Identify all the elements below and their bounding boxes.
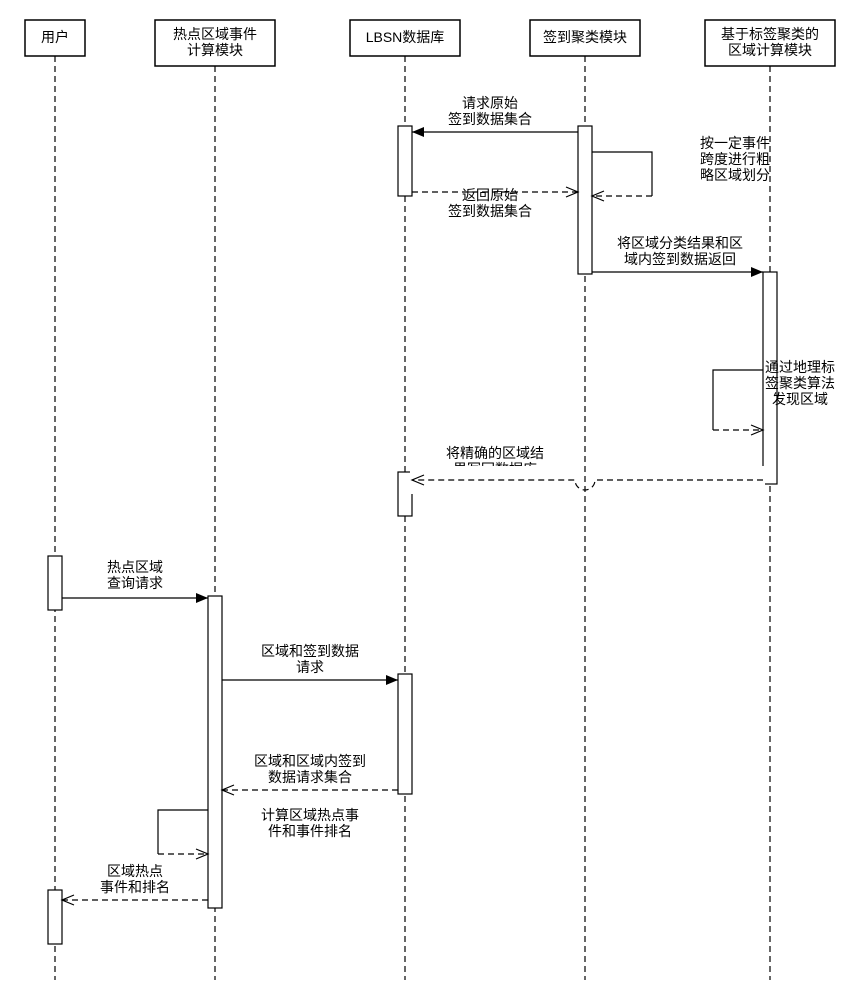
activation-lbsn — [398, 472, 412, 516]
activation-lbsn — [398, 674, 412, 794]
svg-text:区域和签到数据请求: 区域和签到数据请求 — [261, 643, 359, 675]
svg-text:返回原始签到数据集合: 返回原始签到数据集合 — [448, 187, 532, 219]
activation-user — [48, 556, 62, 610]
sequence-diagram: 用户热点区域事件计算模块LBSN数据库签到聚类模块基于标签聚类的区域计算模块请求… — [0, 0, 857, 1000]
svg-text:区域和区域内签到数据请求集合: 区域和区域内签到数据请求集合 — [254, 753, 366, 785]
svg-text:区域热点事件和排名: 区域热点事件和排名 — [100, 863, 170, 895]
svg-text:通过地理标签聚类算法发现区域: 通过地理标签聚类算法发现区域 — [765, 359, 835, 407]
svg-text:签到聚类模块: 签到聚类模块 — [543, 29, 627, 45]
svg-text:LBSN数据库: LBSN数据库 — [366, 29, 445, 45]
svg-text:用户: 用户 — [41, 29, 69, 45]
activation-hot — [208, 596, 222, 908]
svg-text:将区域分类结果和区域内签到数据返回: 将区域分类结果和区域内签到数据返回 — [617, 235, 743, 267]
activation-checkin — [578, 126, 592, 274]
activation-user — [48, 890, 62, 944]
activation-lbsn — [398, 126, 412, 196]
svg-text:计算区域热点事件和事件排名: 计算区域热点事件和事件排名 — [261, 807, 359, 839]
svg-text:热点区域查询请求: 热点区域查询请求 — [107, 559, 163, 591]
svg-text:请求原始签到数据集合: 请求原始签到数据集合 — [448, 95, 532, 127]
svg-text:基于标签聚类的区域计算模块: 基于标签聚类的区域计算模块 — [721, 26, 819, 58]
svg-text:按一定事件跨度进行粗略区域划分: 按一定事件跨度进行粗略区域划分 — [700, 135, 770, 183]
